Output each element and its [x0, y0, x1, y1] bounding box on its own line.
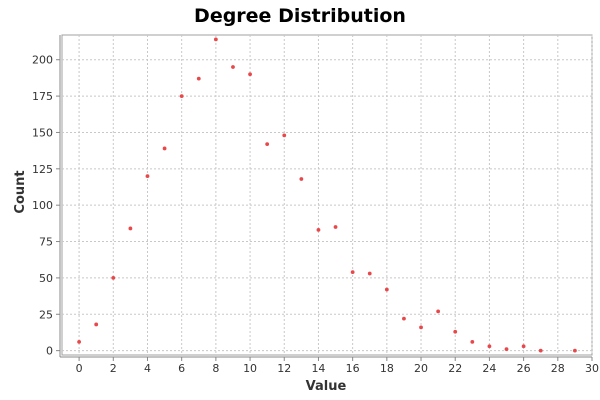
data-point — [402, 316, 406, 321]
chart-title: Degree Distribution — [194, 5, 406, 27]
x-tick-label: 26 — [517, 362, 531, 375]
x-tick-label: 6 — [178, 362, 185, 375]
x-tick-label: 18 — [380, 362, 394, 375]
x-tick-label: 2 — [110, 362, 117, 375]
data-point — [436, 309, 441, 314]
y-tick-label: 0 — [46, 345, 53, 358]
data-point — [213, 37, 218, 42]
x-tick-label: 28 — [551, 362, 565, 375]
grid — [62, 35, 593, 355]
x-tick-label: 14 — [311, 362, 325, 375]
x-axis-ticks: 0 2 4 6 8 10 12 14 16 18 20 22 24 26 28 30 — [76, 357, 599, 375]
data-point — [282, 133, 287, 138]
data-point — [521, 344, 526, 349]
y-tick-label: 100 — [32, 199, 53, 212]
data-point — [487, 344, 492, 349]
x-tick-label: 4 — [144, 362, 151, 375]
data-point — [111, 276, 116, 280]
x-tick-label: 30 — [585, 362, 599, 375]
data-point — [77, 340, 81, 344]
y-axis-ticks: 0 25 50 75 100 125 150 175 200 — [32, 54, 60, 358]
plot-area — [61, 34, 593, 356]
x-axis-label: Value — [306, 379, 347, 394]
y-tick-label: 25 — [39, 308, 53, 321]
data-point — [196, 76, 201, 81]
axes — [59, 35, 592, 358]
y-tick-label: 50 — [39, 272, 53, 285]
y-tick-label: 75 — [39, 236, 53, 249]
data-point — [470, 340, 475, 344]
data-point — [453, 329, 458, 334]
x-tick-label: 0 — [76, 362, 83, 375]
data-point — [162, 146, 167, 151]
data-point — [384, 287, 389, 292]
data-point — [367, 271, 372, 276]
x-tick-label: 24 — [482, 362, 496, 375]
data-point — [504, 347, 509, 352]
data-points — [77, 37, 577, 353]
x-tick-label: 12 — [277, 362, 291, 375]
data-point — [333, 225, 338, 229]
x-tick-label: 8 — [212, 362, 219, 375]
data-point — [265, 142, 270, 146]
data-point — [299, 177, 304, 181]
x-tick-label: 20 — [414, 362, 428, 375]
data-point — [573, 348, 577, 353]
data-point — [350, 270, 355, 274]
y-tick-label: 175 — [32, 90, 53, 103]
y-tick-label: 200 — [32, 54, 53, 67]
data-point — [248, 72, 252, 77]
x-tick-label: 10 — [243, 362, 257, 375]
data-point — [128, 226, 133, 231]
data-point — [94, 322, 99, 327]
data-point — [538, 348, 543, 353]
data-point — [231, 65, 235, 69]
y-tick-label: 125 — [32, 163, 53, 176]
data-point — [145, 174, 150, 178]
y-axis-label: Count — [13, 170, 28, 213]
x-tick-label: 16 — [346, 362, 360, 375]
data-point — [316, 228, 321, 232]
data-point — [179, 94, 184, 98]
y-tick-label: 150 — [32, 126, 53, 139]
data-point — [419, 325, 423, 330]
x-tick-label: 22 — [448, 362, 462, 375]
